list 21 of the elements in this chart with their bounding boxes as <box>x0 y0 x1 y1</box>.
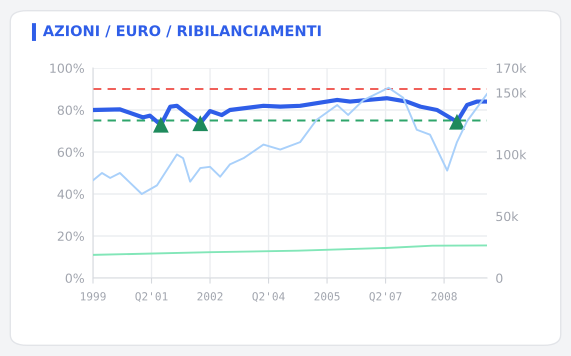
y-tick-label: 80% <box>58 105 84 115</box>
line-series <box>93 244 487 256</box>
y2-tick-label: 150k <box>496 88 526 98</box>
x-tick-label: 2005 <box>314 292 340 301</box>
x-tick-label: Q2'07 <box>369 292 402 302</box>
y-tick-label: 100% <box>50 63 84 73</box>
y2-tick-label: 170k <box>496 63 526 73</box>
y-tick-label: 0% <box>66 273 84 283</box>
y-tick-label: 60% <box>58 147 84 157</box>
y2-tick-label: 50k <box>496 211 518 222</box>
x-tick-label: 2008 <box>432 292 457 301</box>
y-tick-label: 40% <box>57 189 84 199</box>
line-series <box>93 86 487 195</box>
x-tick-label: 2002 <box>197 292 222 301</box>
x-tick-label: Q2'01 <box>135 292 168 302</box>
chart-title: AZIONI / EURO / RIBILANCIAMENTI <box>42 25 321 38</box>
y-tick-label: 20% <box>58 231 84 241</box>
x-tick-label: 1999 <box>80 292 106 301</box>
y2-tick-label: 100k <box>496 150 526 160</box>
y2-tick-label: 0 <box>496 273 502 283</box>
x-tick-label: Q2'04 <box>252 292 285 302</box>
